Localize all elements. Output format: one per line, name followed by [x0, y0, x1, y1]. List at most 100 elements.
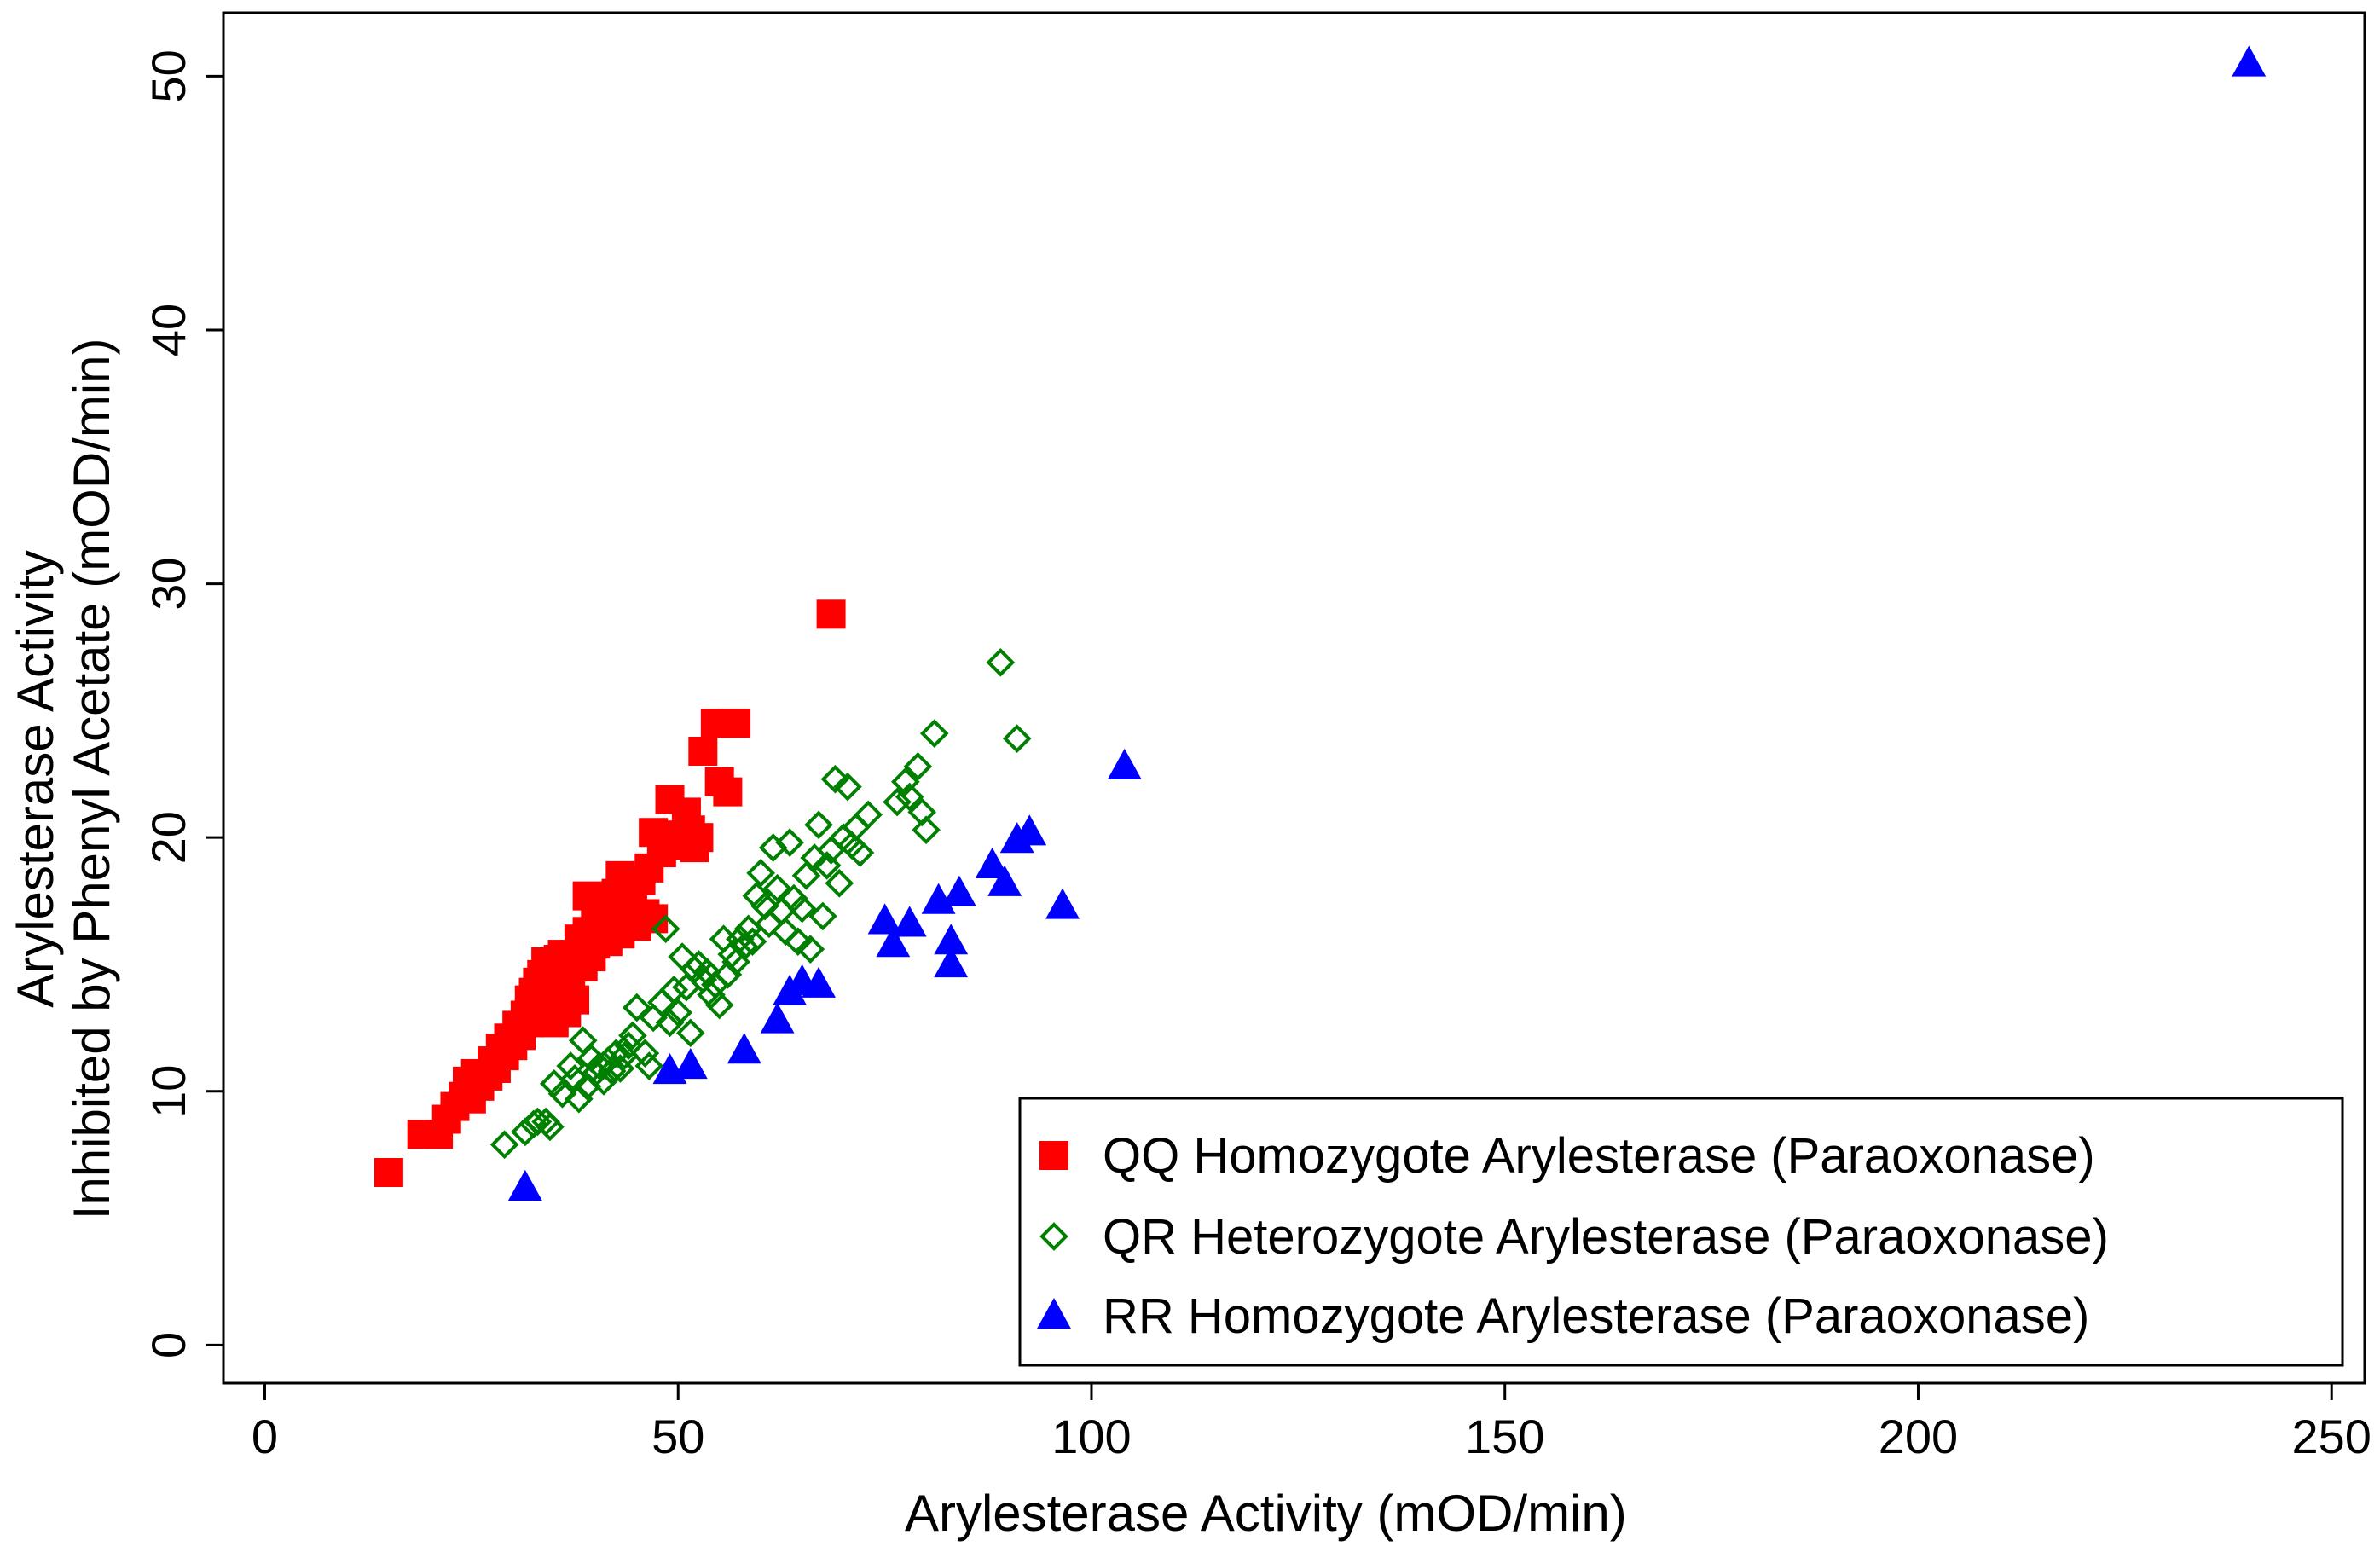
point-rr	[802, 966, 836, 998]
x-tick-label: 0	[252, 1410, 278, 1463]
legend-marker-qq	[1039, 1141, 1068, 1170]
y-axis-title-line-1: Arylesterase Activity	[7, 550, 64, 1008]
point-qr	[833, 772, 862, 802]
point-rr	[760, 1002, 795, 1034]
point-rr	[941, 875, 976, 906]
legend-symbol-qq	[1039, 1141, 1068, 1170]
point-qq	[721, 709, 751, 738]
y-tick-label: 50	[142, 49, 195, 102]
point-qr	[547, 1079, 577, 1109]
x-tick-label: 100	[1051, 1410, 1131, 1463]
point-qr	[919, 719, 949, 748]
point-qr	[489, 1130, 519, 1160]
point-rr	[727, 1033, 761, 1064]
point-rr	[975, 847, 1010, 879]
point-qq	[688, 736, 718, 766]
point-qr	[1002, 724, 1032, 753]
legend-box	[1018, 1097, 2344, 1367]
point-rr	[673, 1048, 708, 1080]
point-qr	[783, 927, 813, 957]
point-qr	[808, 901, 837, 931]
y-tick-label: 0	[142, 1332, 195, 1358]
point-qr	[601, 1039, 631, 1068]
point-rr	[867, 903, 902, 935]
point-qr	[796, 935, 825, 964]
point-qr	[986, 648, 1016, 677]
point-qr	[704, 990, 734, 1020]
point-qq	[713, 777, 743, 807]
point-qr	[883, 787, 912, 817]
point-qr	[746, 859, 776, 888]
point-qr	[895, 782, 924, 812]
point-qr	[912, 815, 941, 845]
point-qr	[618, 1021, 647, 1051]
point-qq	[560, 985, 590, 1015]
point-rr	[507, 1169, 542, 1201]
point-qr	[634, 1051, 664, 1080]
point-qr	[655, 1008, 685, 1038]
point-rr	[1107, 748, 1142, 779]
y-tick-label: 30	[142, 557, 195, 610]
data-points	[374, 45, 2267, 1201]
x-tick-label: 250	[2292, 1410, 2371, 1463]
point-rr	[934, 946, 969, 978]
point-rr	[934, 924, 969, 955]
point-qr	[762, 873, 792, 903]
point-qr	[825, 868, 854, 898]
point-rr	[1045, 888, 1080, 919]
point-qr	[903, 752, 933, 781]
x-axis-title: Arylesterase Activity (mOD/min)	[905, 1485, 1627, 1542]
point-qr	[738, 927, 767, 957]
point-qr	[692, 958, 721, 987]
point-qr	[820, 764, 850, 794]
point-qr	[775, 828, 804, 857]
x-tick-label: 200	[1879, 1410, 1958, 1463]
legend-label-rr: RR Homozygote Arylesterase (Paraoxonase)	[1103, 1288, 2089, 1344]
point-qr	[713, 960, 743, 989]
point-qq	[816, 599, 846, 629]
point-qr	[663, 998, 693, 1028]
point-qr	[630, 1039, 660, 1068]
point-qr	[787, 894, 817, 924]
legend-marker-rr	[1037, 1298, 1071, 1329]
point-qr	[556, 1051, 586, 1080]
legend-symbol-rr	[1037, 1298, 1071, 1329]
point-rr	[876, 926, 911, 958]
point-qr	[597, 1057, 627, 1086]
y-tick-label: 10	[142, 1065, 195, 1118]
point-rr	[2232, 45, 2267, 77]
point-qr	[675, 1018, 705, 1048]
point-qr	[589, 1067, 618, 1096]
x-axis: 0 50 100 150 200 250	[252, 1383, 2371, 1463]
point-qr	[659, 975, 689, 1005]
point-qr	[565, 1084, 594, 1114]
point-qr	[804, 810, 833, 840]
y-tick-label: 40	[142, 304, 195, 356]
point-qr	[891, 767, 920, 796]
point-qr	[536, 1112, 565, 1142]
x-tick-label: 150	[1465, 1410, 1544, 1463]
y-axis: 0 10 20 30 40 50	[142, 49, 223, 1358]
point-rr	[892, 906, 927, 937]
plot-area	[222, 11, 2366, 1385]
legend: QQ Homozygote Arylesterase (Paraoxonase)…	[1018, 1097, 2344, 1367]
point-qr	[729, 932, 759, 961]
legend-marker-qr	[1039, 1222, 1068, 1251]
point-qr	[845, 838, 875, 867]
legend-symbol-qr	[1039, 1222, 1068, 1251]
y-axis-title-line-2: Inhibited by Phenyl Acetate (mOD/min)	[63, 338, 120, 1219]
y-tick-label: 20	[142, 811, 195, 864]
point-rr	[987, 865, 1022, 896]
x-tick-label: 50	[651, 1410, 704, 1463]
point-qr	[812, 851, 842, 880]
point-qr	[622, 993, 651, 1022]
point-rr	[1012, 814, 1047, 846]
point-qr	[854, 800, 883, 830]
point-qq	[374, 1157, 403, 1187]
legend-label-qr: QR Heterozygote Arylesterase (Paraoxonas…	[1103, 1209, 2109, 1265]
legend-label-qq: QQ Homozygote Arylesterase (Paraoxonase)	[1103, 1128, 2095, 1184]
point-qq	[684, 823, 714, 853]
point-qr	[651, 914, 680, 944]
